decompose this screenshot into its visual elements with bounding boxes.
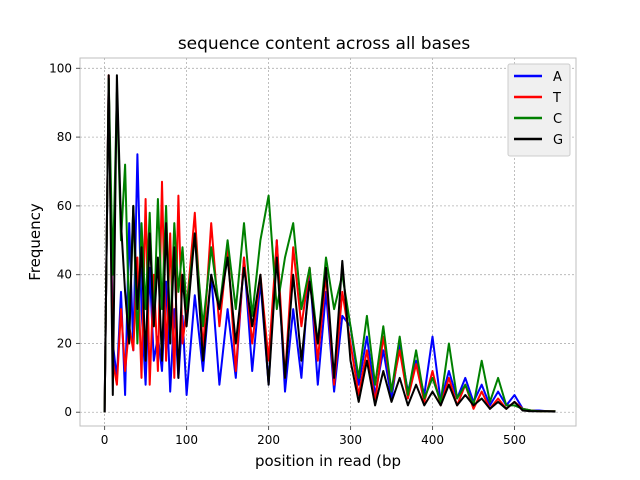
x-tick-label: 200 [257,433,280,447]
y-tick-label: 80 [57,130,72,144]
legend-label-G: G [553,133,563,148]
x-tick-label: 100 [175,433,198,447]
series-layer [103,74,556,413]
y-tick-label: 100 [49,61,72,75]
ticks: 0 100 200 300 400 500 0 20 40 60 80 100 [49,61,526,447]
x-tick-label: 400 [421,433,444,447]
y-tick-label: 60 [57,199,72,213]
x-tick-label: 300 [339,433,362,447]
legend-label-A: A [553,70,562,85]
x-tick-label: 0 [101,433,109,447]
series-line-G [103,74,556,413]
legend-label-C: C [553,112,562,127]
y-tick-label: 40 [57,268,72,282]
plot-area [79,57,577,427]
y-tick-label: 20 [57,336,72,350]
series-line-C [103,77,556,413]
legend-label-T: T [552,91,561,106]
legend-box [507,63,571,157]
chart-title: sequence content across all bases [178,34,471,54]
y-axis-label: Frequency [26,203,44,281]
y-tick-label: 0 [64,405,72,419]
series-line-A [103,77,556,413]
x-tick-label: 500 [503,433,526,447]
x-axis-label: position in read (bp [255,452,401,470]
